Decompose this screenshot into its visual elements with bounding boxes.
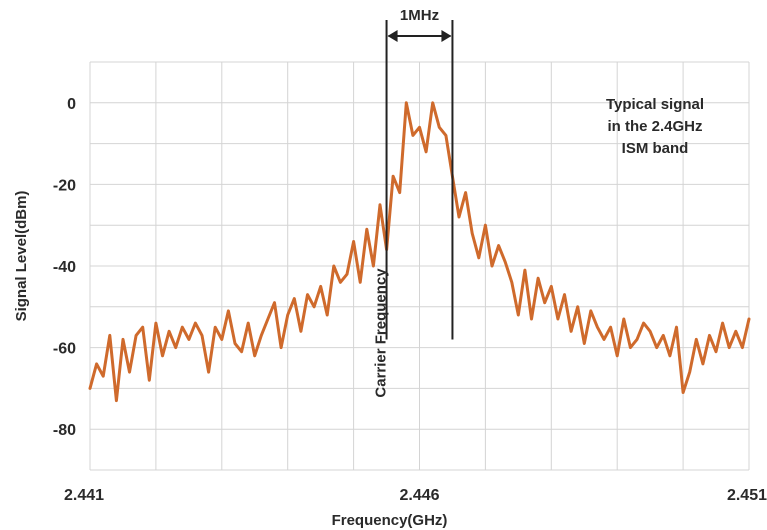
note-line-1: Typical signal — [606, 96, 704, 113]
y-tick-label: -20 — [53, 177, 76, 194]
y-tick-label: 0 — [67, 96, 76, 113]
y-axis-title: Signal Level(dBm) — [13, 191, 30, 322]
y-tick-label: -40 — [53, 259, 76, 276]
note-line-2: in the 2.4GHz — [607, 118, 702, 135]
x-tick-label: 2.451 — [727, 487, 767, 504]
note-line-3: ISM band — [622, 140, 689, 157]
series-layer — [88, 101, 751, 403]
bandwidth-arrowhead-right — [441, 30, 452, 42]
x-tick-label: 2.446 — [399, 487, 439, 504]
x-tick-label: 2.441 — [64, 487, 104, 504]
x-axis-title: Frequency(GHz) — [332, 512, 448, 529]
carrier-frequency-label: Carrier Frequency — [373, 268, 390, 398]
bandwidth-arrowhead-left — [387, 30, 398, 42]
tick-labels: 0 -20 -40 -60 -80 2.441 2.446 2.451 — [53, 96, 767, 504]
y-tick-label: -80 — [53, 422, 76, 439]
signal-series-line — [88, 101, 751, 403]
bandwidth-label: 1MHz — [400, 7, 439, 24]
y-tick-label: -60 — [53, 341, 76, 358]
markers — [385, 20, 454, 340]
